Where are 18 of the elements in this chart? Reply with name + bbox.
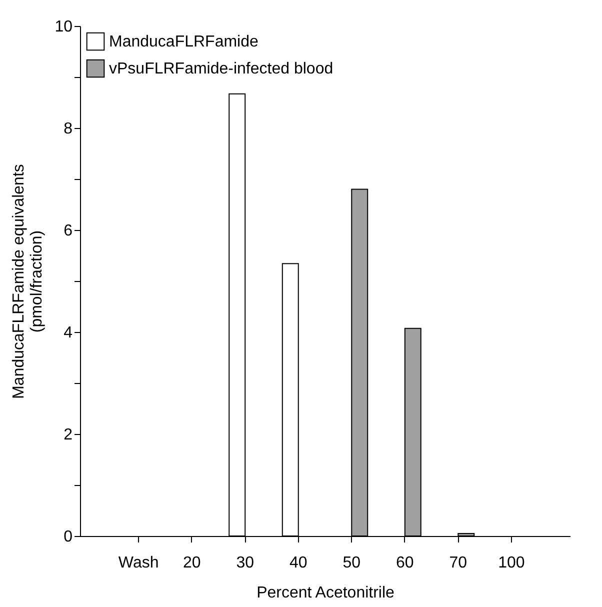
x-tick-label: Wash <box>118 554 159 572</box>
y-tick-label: 2 <box>64 426 73 444</box>
y-tick-label: 8 <box>64 120 73 138</box>
x-tick-label: 40 <box>289 554 308 572</box>
x-tick-label: 70 <box>449 554 468 572</box>
x-tick-label: 30 <box>236 554 254 572</box>
x-tick-label: 100 <box>498 554 525 572</box>
y-tick-label: 6 <box>64 222 73 240</box>
legend-label: vPsuFLRFamide-infected blood <box>109 60 334 78</box>
x-tick-label: 20 <box>182 554 201 572</box>
x-axis-title: Percent Acetonitrile <box>256 584 395 602</box>
y-axis-title: ManducaFLRFamide equivalents (pmol/fraction) <box>10 164 46 399</box>
y-tick-label: 4 <box>64 324 73 342</box>
y-tick-label: 10 <box>54 18 73 36</box>
x-tick-label: 50 <box>342 554 361 572</box>
legend-label: ManducaFLRFamide <box>109 34 258 50</box>
y-tick-label: 0 <box>64 528 73 546</box>
x-tick-label: 60 <box>396 554 414 572</box>
